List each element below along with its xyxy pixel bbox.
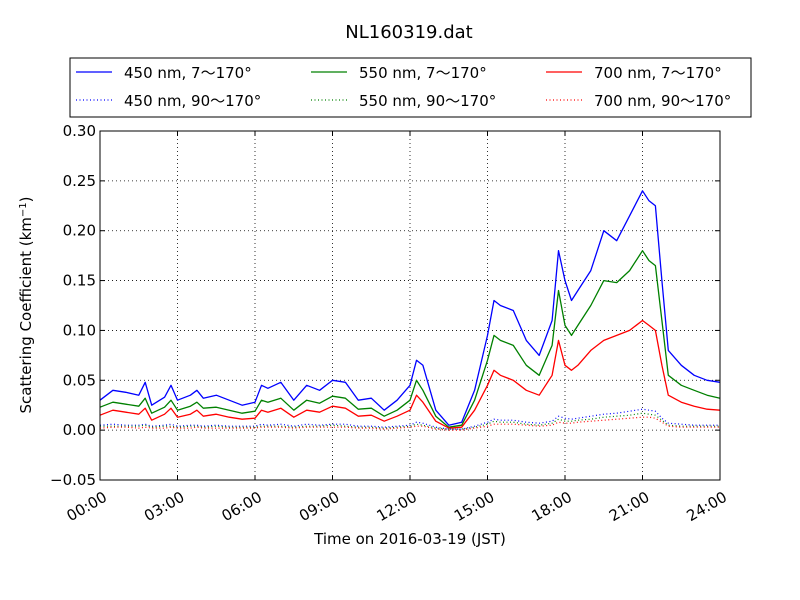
legend-label-2: 700 nm, 7～170° [594,64,722,82]
grid [100,131,720,480]
x-tick-label: 06:00 [219,488,265,525]
x-tick-label: 24:00 [684,488,730,525]
y-tick-label: 0.30 [63,122,96,140]
series-group [99,190,721,431]
series-line-0 [99,190,721,426]
series-line-1 [99,250,721,428]
x-tick-label: 12:00 [374,488,420,525]
chart-title: NL160319.dat [345,22,472,43]
legend: 450 nm, 7～170° 550 nm, 7～170° 700 nm, 7～17… [69,57,752,118]
x-tick-label: 09:00 [296,488,342,525]
series-line-3 [99,408,720,430]
y-tick-label: −0.05 [50,471,96,489]
y-axis: 0.30 0.25 0.20 0.15 0.10 0.05 0.00 −0.05 [50,122,720,489]
y-axis-label-main: Scattering Coefficient (km [17,217,35,413]
y-tick-label: 0.00 [63,421,96,439]
x-tick-label: 00:00 [64,488,110,525]
series-line-5 [99,416,720,431]
y-tick-label: 0.20 [63,222,96,240]
x-axis: 00:00 03:00 06:00 09:00 12:00 15:00 18:00 21:00… [64,131,730,525]
legend-label-4: 550 nm, 90～170° [359,92,496,110]
x-tick-label: 15:00 [451,488,497,525]
legend-label-5: 700 nm, 90～170° [594,92,731,110]
series-line-4 [100,412,720,430]
y-axis-label: Scattering Coefficient (km−1) [17,196,35,413]
x-axis-label: Time on 2016-03-19 (JST) [313,530,506,548]
x-tick-label: 03:00 [141,488,187,525]
legend-box [69,57,752,118]
y-tick-label: 0.05 [63,371,96,389]
legend-label-0: 450 nm, 7～170° [124,64,252,82]
legend-label-1: 550 nm, 7～170° [359,64,487,82]
x-tick-label: 21:00 [606,488,652,525]
legend-label-3: 450 nm, 90～170° [124,92,261,110]
y-axis-label-exponent: −1 [18,202,29,217]
y-tick-label: 0.15 [63,272,96,290]
y-axis-label-suffix: ) [17,196,35,202]
y-tick-label: 0.10 [63,321,96,339]
x-tick-label: 18:00 [529,488,575,525]
y-tick-label: 0.25 [63,172,96,190]
series-line-2 [99,319,721,429]
